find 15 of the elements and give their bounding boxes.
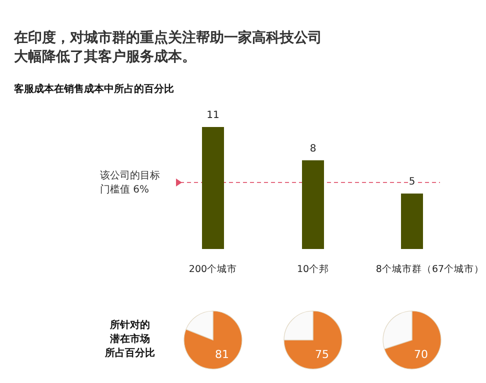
text: 所针对的潜在市场所占百分比 — [104, 319, 155, 359]
data-label: 75 — [315, 348, 329, 361]
data-label: 70 — [414, 348, 428, 361]
text: 客服成本在销售成本中所占的百分比 — [13, 83, 174, 95]
pie-slice — [384, 310, 442, 370]
pie-slice — [284, 310, 342, 370]
data-label: 11 — [206, 110, 220, 121]
ref-line-label: 该公司的目标门槛值 6% — [100, 169, 160, 196]
pie-slice — [184, 310, 242, 370]
data-label: 8 — [310, 143, 316, 154]
data-label: 81 — [215, 348, 229, 361]
x-tick-label: 200个城市 — [188, 263, 238, 275]
x-tick-label: 8个城市群（67个城市） — [376, 263, 484, 275]
x-tick-label: 10个邦 — [296, 263, 330, 275]
chart-title: 在印度，对城市群的重点关注帮助一家高科技公司大幅降低了其客户服务成本。 — [13, 29, 322, 65]
